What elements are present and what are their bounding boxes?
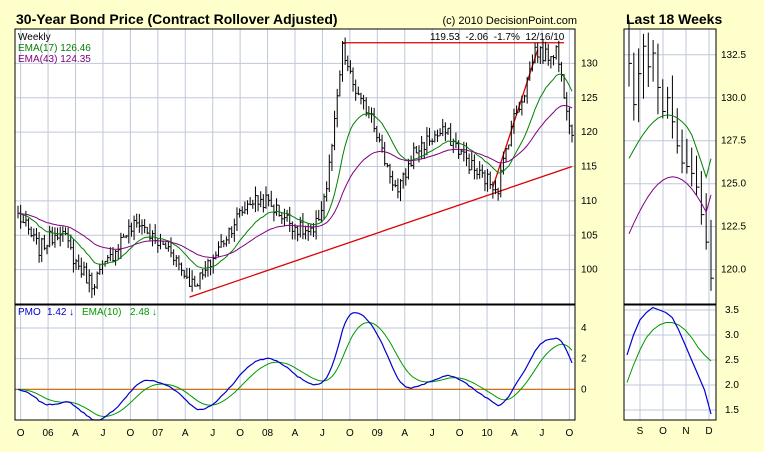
main-pmo-tick-label: 4	[581, 323, 587, 334]
side-pmo-tick-label: 1.5	[725, 405, 739, 416]
main-chart: O 06 A J O 07 A J O 08 A J O 09 A J O 10 A J O 100 105 110 115 12…	[14, 11, 598, 439]
main-price-tick-label: 105	[581, 230, 598, 241]
pmo-signal-line	[17, 321, 573, 418]
pmo-down-arrow-icon: ↓	[69, 307, 74, 318]
side-price-plot	[624, 29, 716, 304]
side-pmo-signal-line	[626, 322, 712, 383]
main-x-tick-label: 09	[372, 428, 384, 439]
main-x-tick-label: O	[565, 428, 573, 439]
pmo-ema-down-arrow-icon: ↓	[152, 307, 157, 318]
side-chart: S O N D 120.0 122.5 125.0 127.5 130.0 132.5 1.5 2.0…	[623, 11, 747, 437]
chart-title: 30-Year Bond Price (Contract Rollover Ad…	[16, 11, 338, 27]
side-x-tick-label: O	[659, 426, 667, 437]
main-x-tick-label: O	[346, 428, 354, 439]
main-pmo-tick-label: 0	[581, 384, 587, 395]
period-label: Weekly	[18, 32, 51, 43]
trendline-support	[189, 165, 573, 298]
main-price-border	[14, 28, 576, 305]
side-pmo-plot	[624, 305, 716, 420]
main-pmo-tick-label: 2	[581, 354, 587, 365]
side-price-tick-label: 122.5	[721, 222, 746, 233]
main-price-tick-label: 120	[581, 127, 598, 138]
main-x-tick-label: A	[182, 428, 189, 439]
side-pmo-tick-label: 2.5	[725, 355, 739, 366]
side-ema17-line	[628, 114, 712, 179]
pmo-legend-value: 1.42	[47, 307, 67, 318]
main-x-tick-label: A	[401, 428, 408, 439]
main-grid	[15, 29, 575, 420]
main-price-tick-label: 130	[581, 58, 598, 69]
side-pmo-tick-label: 3.0	[725, 330, 739, 341]
side-grid	[624, 29, 716, 420]
side-price-series	[628, 20, 714, 291]
side-title: Last 18 Weeks	[626, 11, 722, 27]
side-pmo-series	[626, 306, 712, 415]
main-x-tick-label: A	[72, 428, 79, 439]
side-x-tick-label: N	[682, 426, 689, 437]
main-x-tick-label: 07	[152, 428, 164, 439]
main-x-tick-label: 08	[262, 428, 274, 439]
main-price-tick-label: 115	[581, 162, 597, 173]
side-price-tick-label: 127.5	[721, 136, 746, 147]
main-x-tick-label: O	[236, 428, 244, 439]
side-pmo-line	[626, 306, 712, 415]
ema17-legend: EMA(17) 126.46	[18, 43, 91, 54]
pmo-ema-legend-value: 2.48	[130, 307, 150, 318]
pmo-line	[17, 312, 573, 421]
main-pmo-series	[17, 312, 573, 421]
main-price-tick-label: 125	[581, 93, 598, 104]
pmo-legend-label: PMO	[18, 307, 41, 318]
side-price-tick-label: 132.5	[721, 50, 746, 61]
main-price-series	[17, 37, 574, 299]
main-x-tick-label: O	[456, 428, 464, 439]
main-price-tick-label: 110	[581, 196, 597, 207]
main-x-tick-label: O	[17, 428, 25, 439]
side-x-tick-label: S	[637, 426, 644, 437]
main-x-tick-label: 06	[43, 428, 55, 439]
main-price-tick-label: 100	[581, 265, 598, 276]
ema43-legend: EMA(43) 124.35	[18, 54, 91, 65]
copyright: (c) 2010 DecisionPoint.com	[442, 15, 577, 27]
main-x-tick-label: J	[320, 428, 325, 439]
side-x-tick-label: D	[705, 426, 712, 437]
main-x-tick-label: J	[539, 428, 544, 439]
side-price-border	[623, 28, 717, 305]
side-pmo-tick-label: 3.5	[725, 305, 739, 316]
main-x-tick-label: A	[292, 428, 299, 439]
side-price-tick-label: 125.0	[721, 179, 746, 190]
main-x-tick-label: J	[100, 428, 105, 439]
side-axes: S O N D 120.0 122.5 125.0 127.5 130.0 132.5 1.5 2.0…	[637, 50, 747, 437]
main-x-tick-label: J	[210, 428, 215, 439]
ema43-line	[17, 104, 573, 259]
quote-readout: 119.53 -2.06 -1.7% 12/16/10	[430, 32, 565, 43]
side-pmo-tick-label: 2.0	[725, 380, 739, 391]
side-pmo-border	[623, 304, 717, 421]
main-x-tick-label: O	[126, 428, 134, 439]
main-x-tick-label: 10	[481, 428, 493, 439]
ema17-line	[17, 73, 573, 269]
side-price-tick-label: 120.0	[721, 265, 746, 276]
main-x-tick-label: A	[511, 428, 518, 439]
pmo-ema-legend-label: EMA(10)	[82, 307, 121, 318]
side-ema43-line	[628, 176, 712, 235]
main-x-tick-label: J	[430, 428, 435, 439]
main-pmo-border	[14, 304, 576, 421]
main-axes: O 06 A J O 07 A J O 08 A J O 09 A J O 10 A J O 100 105 110 115 12…	[17, 58, 598, 439]
side-price-tick-label: 130.0	[721, 93, 746, 104]
